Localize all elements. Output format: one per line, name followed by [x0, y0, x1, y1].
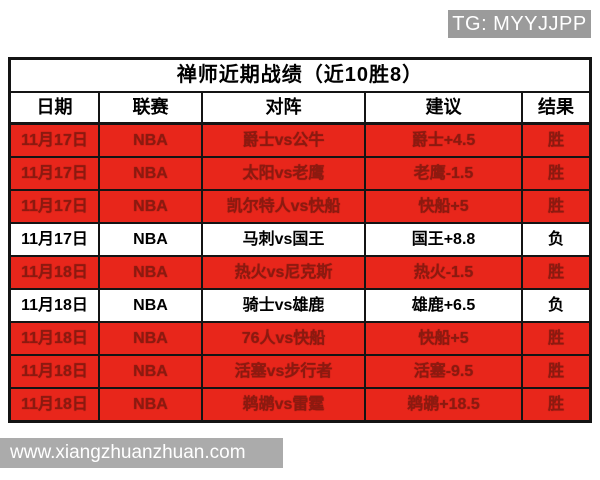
cell-advice: 快船+5: [366, 323, 523, 354]
cell-matchup: 太阳vs老鹰: [203, 158, 366, 189]
cell-date: 11月18日: [11, 356, 100, 387]
column-header-matchup: 对阵: [203, 93, 366, 122]
site-watermark: www.xiangzhuanzhuan.com: [0, 438, 283, 468]
table-row: 11月18日 NBA 76人vs快船 快船+5 胜: [11, 323, 589, 356]
cell-league: NBA: [100, 323, 203, 354]
cell-league: NBA: [100, 257, 203, 288]
cell-result: 胜: [547, 396, 564, 413]
cell-advice: 快船+5: [366, 191, 523, 222]
record-table: 禅师近期战绩（近10胜8） 日期 联赛 对阵 建议 结果 11月17日 NBA 爵士…: [8, 57, 592, 423]
table-row: 11月17日 NBA 马刺vs国王 国王+8.8 负: [11, 224, 589, 257]
cell-matchup: 凯尔特人vs快船: [203, 191, 366, 222]
cell-date: 11月17日: [11, 125, 100, 156]
column-header-result: 结果: [538, 97, 574, 117]
cell-league: NBA: [100, 158, 203, 189]
cell-matchup: 骑士vs雄鹿: [203, 290, 366, 321]
cell-result: 负: [547, 231, 564, 248]
column-header-league: 联赛: [100, 93, 203, 122]
cell-result: 胜: [547, 165, 564, 182]
cell-date: 11月18日: [11, 323, 100, 354]
cell-result: 胜: [547, 363, 564, 380]
cell-result: 胜: [547, 132, 564, 149]
table-row: 11月17日 NBA 太阳vs老鹰 老鹰-1.5 胜: [11, 158, 589, 191]
cell-league: NBA: [100, 224, 203, 255]
telegram-watermark: TG: MYYJJPP: [448, 10, 591, 38]
cell-date: 11月18日: [11, 257, 100, 288]
column-header-date: 日期: [11, 93, 100, 122]
cell-date: 11月17日: [11, 191, 100, 222]
cell-advice: 鹈鹕+18.5: [366, 389, 523, 420]
cell-advice: 雄鹿+6.5: [366, 290, 523, 321]
cell-league: NBA: [100, 125, 203, 156]
cell-league: NBA: [100, 191, 203, 222]
cell-result: 胜: [547, 264, 564, 281]
table-row: 11月17日 NBA 爵士vs公牛 爵士+4.5 胜: [11, 125, 589, 158]
table-body: 11月17日 NBA 爵士vs公牛 爵士+4.5 胜 11月17日 NBA 太阳vs老鹰 老鹰-…: [11, 125, 589, 420]
cell-advice: 活塞-9.5: [366, 356, 523, 387]
table-row: 11月18日 NBA 活塞vs步行者 活塞-9.5 胜: [11, 356, 589, 389]
cell-result: 胜: [547, 198, 564, 215]
cell-advice: 老鹰-1.5: [366, 158, 523, 189]
cell-advice: 热火-1.5: [366, 257, 523, 288]
cell-matchup: 76人vs快船: [203, 323, 366, 354]
cell-matchup: 热火vs尼克斯: [203, 257, 366, 288]
cell-date: 11月17日: [11, 158, 100, 189]
cell-result: 胜: [547, 330, 564, 347]
table-row: 11月17日 NBA 凯尔特人vs快船 快船+5 胜: [11, 191, 589, 224]
cell-date: 11月18日: [11, 389, 100, 420]
cell-league: NBA: [100, 290, 203, 321]
cell-league: NBA: [100, 356, 203, 387]
cell-result: 负: [547, 297, 564, 314]
cell-date: 11月18日: [11, 290, 100, 321]
cell-advice: 爵士+4.5: [366, 125, 523, 156]
cell-matchup: 爵士vs公牛: [203, 125, 366, 156]
cell-matchup: 活塞vs步行者: [203, 356, 366, 387]
cell-advice: 国王+8.8: [366, 224, 523, 255]
table-header-row: 日期 联赛 对阵 建议 结果: [11, 93, 589, 125]
cell-date: 11月17日: [11, 224, 100, 255]
table-row: 11月18日 NBA 骑士vs雄鹿 雄鹿+6.5 负: [11, 290, 589, 323]
column-header-advice: 建议: [366, 93, 523, 122]
cell-matchup: 马刺vs国王: [203, 224, 366, 255]
cell-matchup: 鹈鹕vs雷霆: [203, 389, 366, 420]
table-title: 禅师近期战绩（近10胜8）: [11, 60, 589, 93]
table-row: 11月18日 NBA 鹈鹕vs雷霆 鹈鹕+18.5 胜: [11, 389, 589, 420]
cell-league: NBA: [100, 389, 203, 420]
table-row: 11月18日 NBA 热火vs尼克斯 热火-1.5 胜: [11, 257, 589, 290]
